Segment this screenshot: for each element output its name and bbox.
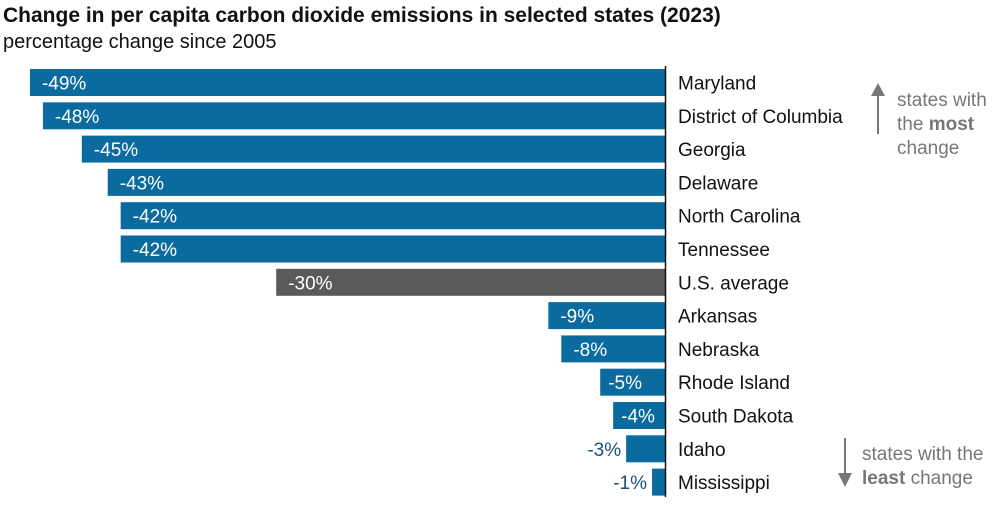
chart-title: Change in per capita carbon dioxide emis… [3, 4, 721, 27]
bar [120, 235, 666, 263]
category-label: Georgia [678, 140, 746, 161]
data-label: -42% [133, 240, 177, 261]
bar [561, 335, 665, 363]
bar [81, 135, 666, 163]
bar [29, 69, 665, 96]
arrow-up-icon [871, 83, 885, 96]
annotation-text: states with [897, 90, 987, 111]
category-label: Nebraska [678, 340, 760, 361]
category-label: Tennessee [678, 240, 770, 261]
arrow-down-icon [838, 473, 852, 487]
data-label: -5% [608, 373, 642, 394]
category-label: North Carolina [678, 207, 801, 228]
category-label: Maryland [678, 74, 756, 95]
bar [120, 202, 666, 230]
category-label: District of Columbia [678, 107, 843, 128]
annotation-text: states with the [862, 444, 984, 465]
bar [548, 302, 665, 330]
category-label: Mississippi [678, 473, 770, 494]
bar [626, 435, 665, 463]
data-label: -45% [94, 140, 138, 161]
annotation-text: the most [897, 114, 975, 135]
bar [42, 102, 666, 130]
data-label: -9% [560, 307, 594, 328]
category-label: Delaware [678, 173, 758, 194]
annotation-most: states with the most change [897, 89, 987, 161]
annotation-text: least change [862, 468, 973, 489]
bar [613, 402, 665, 429]
bar [276, 268, 665, 296]
data-label: -42% [133, 207, 177, 228]
category-label: Arkansas [678, 307, 757, 328]
category-label: South Dakota [678, 407, 794, 428]
data-label: -8% [573, 340, 607, 361]
chart-subtitle: percentage change since 2005 [3, 31, 277, 53]
data-label: -4% [621, 407, 655, 428]
data-label: -43% [120, 173, 164, 194]
data-label: -3% [587, 440, 621, 461]
bar [600, 368, 665, 396]
category-label: Rhode Island [678, 373, 790, 394]
bar [107, 168, 666, 196]
bar [652, 468, 665, 496]
data-label: -49% [42, 74, 86, 95]
category-label: Idaho [678, 440, 726, 461]
data-label: -48% [55, 107, 99, 128]
annotation-least: states with the least change [862, 443, 983, 491]
category-label: U.S. average [678, 273, 789, 294]
data-label: -30% [288, 273, 332, 294]
data-label: -1% [613, 473, 647, 494]
annotation-text: change [897, 138, 960, 159]
